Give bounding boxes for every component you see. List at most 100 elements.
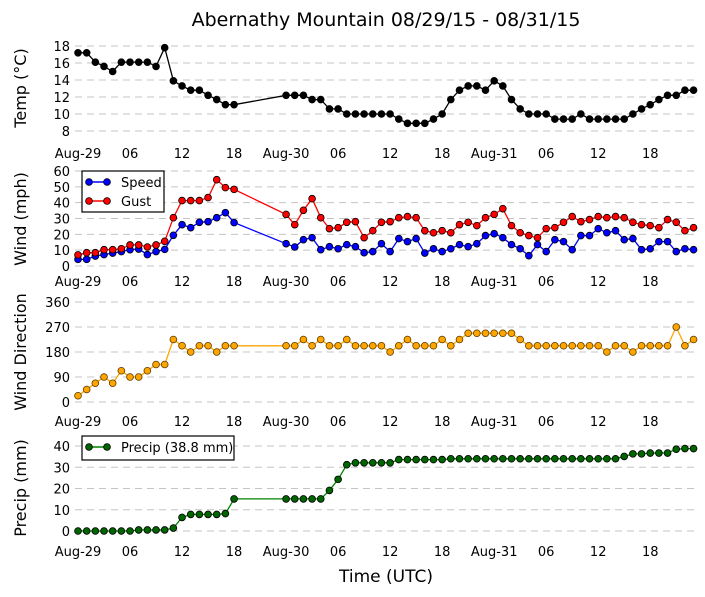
data-point bbox=[473, 239, 481, 248]
x-tick-label: 18 bbox=[226, 147, 243, 162]
y-tick-label: 10 bbox=[53, 108, 70, 123]
data-point bbox=[394, 341, 403, 350]
data-point bbox=[499, 233, 507, 242]
data-point bbox=[282, 341, 290, 350]
y-tick-label: 20 bbox=[53, 483, 70, 498]
data-point bbox=[195, 341, 204, 350]
data-point bbox=[368, 341, 377, 350]
y-tick-label: 20 bbox=[53, 228, 70, 243]
data-point bbox=[403, 212, 412, 221]
data-point bbox=[334, 244, 342, 253]
x-tick-label: 18 bbox=[434, 275, 451, 290]
legend-marker bbox=[85, 443, 93, 451]
data-point bbox=[134, 526, 143, 534]
data-point bbox=[204, 91, 212, 100]
data-point bbox=[611, 226, 620, 235]
data-point bbox=[360, 341, 368, 350]
legend-box bbox=[81, 170, 165, 213]
data-point bbox=[412, 455, 420, 464]
data-point bbox=[412, 119, 420, 128]
data-point bbox=[299, 91, 308, 100]
data-point bbox=[637, 450, 646, 458]
data-point bbox=[603, 454, 611, 463]
data-point bbox=[290, 495, 299, 503]
data-point bbox=[637, 341, 646, 350]
data-point bbox=[585, 341, 594, 350]
data-point bbox=[82, 385, 91, 394]
data-point bbox=[325, 341, 334, 350]
data-point bbox=[542, 341, 550, 350]
data-point bbox=[221, 509, 230, 518]
data-point bbox=[186, 196, 195, 205]
data-point bbox=[212, 175, 221, 184]
data-point bbox=[516, 335, 524, 344]
data-point bbox=[438, 247, 446, 256]
data-point bbox=[611, 454, 620, 463]
data-point bbox=[533, 240, 542, 249]
temp-temp-line bbox=[78, 45, 694, 124]
data-point bbox=[525, 231, 533, 240]
data-point bbox=[221, 341, 230, 350]
data-point bbox=[386, 458, 394, 467]
x-tick-label: 12 bbox=[174, 275, 191, 290]
data-point bbox=[559, 341, 568, 350]
data-point bbox=[551, 454, 559, 463]
data-point bbox=[577, 231, 585, 240]
y-tick-label: 180 bbox=[45, 346, 70, 361]
data-point bbox=[525, 341, 533, 350]
data-point bbox=[282, 91, 290, 100]
x-tick-label: 18 bbox=[434, 415, 451, 430]
x-axis-label: Time (UTC) bbox=[338, 567, 433, 587]
data-point bbox=[299, 206, 308, 215]
data-point bbox=[169, 524, 178, 532]
data-point bbox=[377, 458, 386, 467]
data-point bbox=[342, 218, 351, 227]
data-point bbox=[91, 527, 100, 535]
x-tick-label: 06 bbox=[330, 545, 347, 560]
data-point bbox=[282, 495, 290, 503]
data-point bbox=[663, 91, 672, 100]
legend-label: Gust bbox=[121, 195, 151, 210]
data-point bbox=[403, 335, 412, 344]
data-point bbox=[516, 228, 524, 237]
data-point bbox=[91, 248, 100, 257]
y-tick-label: 0 bbox=[62, 260, 70, 275]
data-point bbox=[637, 220, 646, 229]
data-point bbox=[160, 43, 169, 52]
data-point bbox=[499, 204, 507, 213]
data-point bbox=[403, 455, 412, 464]
data-point bbox=[204, 193, 212, 202]
data-point bbox=[74, 527, 82, 535]
x-tick-label: 12 bbox=[382, 415, 399, 430]
data-point bbox=[464, 82, 472, 90]
data-point bbox=[559, 454, 568, 463]
x-tick-label: 12 bbox=[590, 415, 607, 430]
data-point bbox=[178, 82, 186, 90]
data-point bbox=[178, 220, 186, 229]
y-tick-label: 360 bbox=[45, 296, 70, 311]
y-tick-label: 0 bbox=[62, 525, 70, 540]
x-tick-label: 06 bbox=[122, 147, 139, 162]
data-point bbox=[368, 226, 377, 235]
data-point bbox=[577, 110, 585, 118]
x-tick-label: 12 bbox=[590, 275, 607, 290]
data-point bbox=[221, 100, 230, 109]
data-point bbox=[334, 475, 342, 484]
y-axis-label: Temp (°C) bbox=[11, 48, 30, 128]
data-point bbox=[533, 233, 542, 242]
data-point bbox=[82, 48, 91, 57]
data-point bbox=[195, 86, 204, 94]
data-point bbox=[308, 233, 316, 242]
data-point bbox=[603, 115, 611, 123]
data-point bbox=[568, 212, 576, 221]
data-point bbox=[455, 220, 464, 229]
data-point bbox=[360, 458, 368, 467]
data-point bbox=[533, 454, 542, 463]
data-point bbox=[160, 526, 169, 534]
data-point bbox=[481, 231, 490, 240]
data-point bbox=[620, 235, 629, 244]
data-point bbox=[230, 341, 238, 350]
y-tick-label: 60 bbox=[53, 165, 70, 180]
data-point bbox=[152, 241, 160, 249]
